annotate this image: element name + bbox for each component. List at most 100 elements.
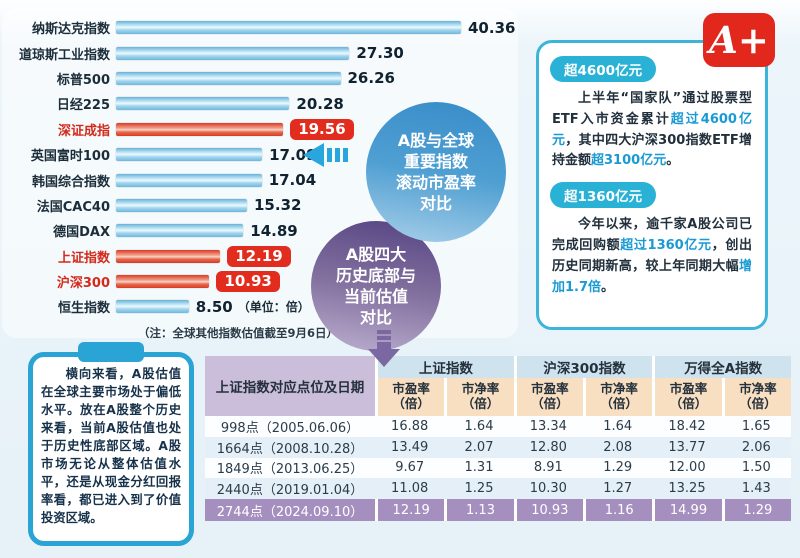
table-group-header: 万得全A指数 <box>652 356 791 378</box>
bar <box>116 21 461 35</box>
table-value-cell: 18.42 <box>652 416 722 437</box>
table-value-cell: 10.30 <box>513 478 583 500</box>
table-corner-header: 上证指数对应点位及日期 <box>205 356 375 416</box>
pe-comparison-bubble: A股与全球 重要指数 滚动市盈率 对比 <box>366 102 506 242</box>
valuation-table: 上证指数对应点位及日期 上证指数 沪深300指数 万得全A指数 市盈率 （倍） 市净率 （倍）… <box>205 356 791 522</box>
panel-paragraph: 上半年“国家队”通过股票型ETF入市资金累计超过4600亿元，其中四大沪深300… <box>552 89 752 172</box>
table-value-cell: 9.67 <box>375 457 445 479</box>
chart-note: （注：全球其他指数估值截至9月6日） <box>138 325 339 340</box>
bar-category-label: 纳斯达克指数 <box>31 22 110 38</box>
pe-bar-chart: 纳斯达克指数 40.36 道琼斯工业指数 27.30 标普500 26.26 日经225 20… <box>10 15 522 341</box>
bar-category-label: 深证成指 <box>57 123 110 139</box>
bar-row: 沪深300 10.93 <box>10 269 522 294</box>
table-sub-header: 市盈率 （倍） <box>652 378 722 416</box>
table-value-cell: 1.43 <box>721 478 791 500</box>
bar-row: 恒生指数 8.50 （单位：倍） <box>10 294 522 319</box>
bar-row: 日经225 20.28 <box>10 91 522 116</box>
table-value-cell: 2.08 <box>583 436 653 458</box>
panel-section: 超4600亿元上半年“国家队”通过股票型ETF入市资金累计超过4600亿元，其中… <box>550 56 754 172</box>
bar-value: 27.30 <box>356 44 404 63</box>
bar-value: 12.19 <box>227 245 291 267</box>
table-sub-header: 市盈率 （倍） <box>375 378 445 416</box>
bubble-line: 历史底部与 <box>335 265 416 285</box>
bar-category-label: 英国富时100 <box>30 149 110 165</box>
bar-value: 19.56 <box>290 118 354 140</box>
table-value-cell: 16.88 <box>375 416 445 437</box>
bar <box>116 122 284 136</box>
bar-value: 8.50 <box>195 297 233 316</box>
bar-category-label: 标普500 <box>56 72 110 88</box>
panel-body: 超4600亿元上半年“国家队”通过股票型ETF入市资金累计超过4600亿元，其中… <box>550 56 754 298</box>
panel-section: 超1360亿元 今年以来，逾千家A股公司已完成回购额超过1360亿元，创出历史同期… <box>550 182 754 298</box>
table-value-cell: 1.25 <box>444 478 514 500</box>
highlighted-figure: 超3100亿元 <box>591 153 667 169</box>
commentary-note-card: 横向来看，A股估值在全球主要市场处于偏低水平。放在A股整个历史来看，当前A股估值… <box>28 342 194 546</box>
table-row-label: 1664点（2008.10.28） <box>205 436 375 458</box>
bar-row: 英国富时100 17.09 <box>10 142 522 167</box>
table-row-label: 2440点（2019.01.04） <box>205 478 375 500</box>
stat-badge: 超4600亿元 <box>550 56 657 82</box>
table-row-label: 998点（2005.06.06） <box>205 416 375 437</box>
bar-row: 德国DAX 14.89 <box>10 218 522 243</box>
table-value-cell: 1.27 <box>583 478 653 500</box>
bar-row: 法国CAC40 15.32 <box>10 193 522 218</box>
bar <box>116 46 350 60</box>
table-value-cell: 1.29 <box>583 457 653 479</box>
table-value-cell: 1.64 <box>583 416 653 437</box>
bar-category-label: 德国DAX <box>53 225 110 241</box>
bar-row: 标普500 26.26 <box>10 66 522 91</box>
bar <box>116 300 189 314</box>
bubble-line: 滚动市盈率 <box>395 173 476 192</box>
table-value-cell: 8.91 <box>513 457 583 479</box>
paragraph-text: 上半年“国家队”通过股票型ETF入市资金累计 <box>552 91 752 127</box>
bar-category-label: 沪深300 <box>56 276 110 292</box>
bar-category-label: 道琼斯工业指数 <box>18 47 110 63</box>
table-value-cell: 12.00 <box>652 457 722 479</box>
table-sub-header: 市盈率 （倍） <box>513 378 583 416</box>
paragraph-text: 今年以来，逾千家A股公司已完成回购额 <box>552 217 752 253</box>
table-value-cell: 2.07 <box>444 436 514 458</box>
bar-category-label: 法国CAC40 <box>36 199 110 215</box>
table-value-cell: 2.06 <box>721 436 791 458</box>
bar-value: 40.36 <box>468 18 516 37</box>
table-sub-header: 市净率 （倍） <box>583 378 653 416</box>
bar <box>116 275 210 289</box>
highlighted-figure: 超过1360亿元 <box>620 237 712 253</box>
table-sub-header: 市净率 （倍） <box>444 378 514 416</box>
table-value-cell: 1.50 <box>721 457 791 479</box>
bubble-line: A股与全球 <box>397 130 475 150</box>
bar-row: 纳斯达克指数 40.36 <box>10 15 522 40</box>
table-value-cell: 12.80 <box>513 436 583 458</box>
table-value-cell: 1.16 <box>583 499 653 522</box>
bar-category-label: 上证指数 <box>57 250 110 266</box>
bubble-line: A股四大 <box>345 244 407 264</box>
bar <box>116 173 262 187</box>
bubble-line: 当前估值 <box>343 287 408 306</box>
paragraph-text: 。 <box>601 279 615 295</box>
bar-category-label: 日经225 <box>56 98 110 114</box>
commentary-text: 横向来看，A股估值在全球主要市场处于偏低水平。放在A股整个历史来看，当前A股估值… <box>41 367 181 525</box>
bar-value: 20.28 <box>296 94 344 113</box>
table-row-label: 2744点（2024.09.10） <box>205 499 375 522</box>
table-value-cell: 11.08 <box>375 478 445 500</box>
table-value-cell: 1.29 <box>721 499 791 522</box>
table-value-cell: 1.65 <box>721 416 791 437</box>
bar-value: 17.04 <box>268 171 317 190</box>
bubble-line: 对比 <box>359 308 392 328</box>
stat-badge: 超1360亿元 <box>550 182 657 209</box>
table-value-cell: 13.77 <box>652 436 722 458</box>
table-sub-header: 市净率 （倍） <box>721 378 791 416</box>
bar <box>116 97 290 111</box>
paragraph-text: 。 <box>666 153 680 169</box>
table-row-label: 1849点（2013.06.25） <box>205 457 375 479</box>
bar-value: 15.32 <box>254 196 302 215</box>
bar-value: 10.93 <box>216 271 280 293</box>
bar <box>116 249 221 263</box>
a-plus-logo: A+ <box>703 13 775 67</box>
unit-label: （单位：倍） <box>237 300 310 315</box>
table-value-cell: 1.13 <box>444 499 514 522</box>
table-group-header: 上证指数 <box>375 356 514 378</box>
table-group-header: 沪深300指数 <box>513 356 653 378</box>
paragraph-text: ，其中四大沪深300指数ETF增持金额 <box>552 132 752 169</box>
